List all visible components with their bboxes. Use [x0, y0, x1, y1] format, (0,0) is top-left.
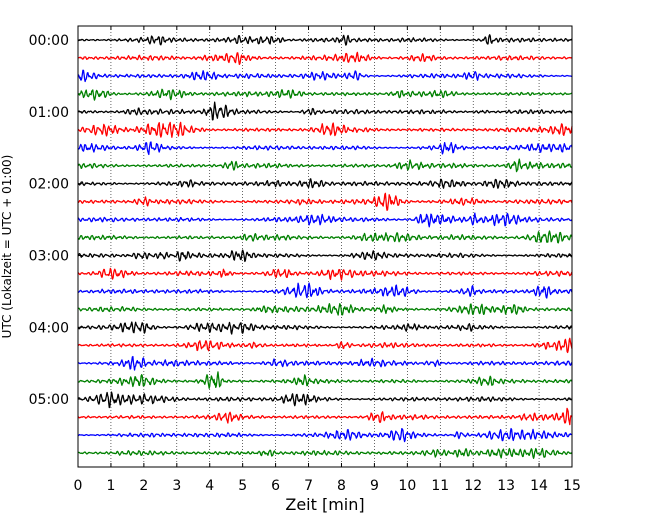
x-axis-label: Zeit [min] [285, 495, 364, 514]
x-tick-label: 2 [139, 478, 148, 494]
trace-line [77, 391, 573, 409]
x-tick-label: 4 [205, 478, 214, 494]
x-tick-label: 3 [172, 478, 181, 494]
trace-line [77, 282, 573, 299]
trace-line [77, 407, 573, 426]
trace-line [77, 192, 573, 211]
trace-line [77, 121, 573, 138]
plot-frame [77, 25, 573, 468]
trace-line [77, 249, 573, 263]
x-tick-label: 6 [271, 478, 280, 494]
y-axis-label: UTC (Lokalzeit = UTC + 01:00) [0, 155, 14, 339]
x-axis: 0 1 2 3 4 5 6 7 8 9 10 11 12 13 14 15 [74, 26, 581, 494]
trace-line [77, 267, 573, 281]
x-tick-label: 12 [464, 478, 482, 494]
x-tick-label: 9 [370, 478, 379, 494]
trace-line [77, 303, 573, 316]
x-tick-label: 13 [497, 478, 515, 494]
trace-line [77, 447, 573, 459]
trace-line [77, 141, 573, 156]
x-tick-label: 1 [106, 478, 115, 494]
x-tick-label: 5 [238, 478, 247, 494]
y-tick-label: 00:00 [29, 33, 69, 49]
trace-line [77, 355, 573, 371]
x-tick-label: 0 [74, 478, 83, 494]
y-tick-label: 03:00 [29, 248, 69, 264]
y-tick-label: 02:00 [29, 177, 69, 193]
y-tick-label: 04:00 [29, 320, 69, 336]
trace-line [77, 371, 573, 389]
trace-layer [77, 34, 573, 459]
trace-line [77, 337, 573, 354]
trace-line [77, 230, 573, 244]
x-tick-label: 15 [563, 478, 581, 494]
x-tick-label: 8 [337, 478, 346, 494]
y-tick-label: 05:00 [29, 392, 69, 408]
trace-line [77, 158, 573, 173]
x-tick-label: 11 [431, 478, 449, 494]
trace-line [77, 427, 573, 443]
trace-line [77, 69, 573, 83]
x-tick-label: 14 [530, 478, 548, 494]
trace-line [77, 51, 573, 66]
trace-line [77, 321, 573, 335]
x-tick-label: 10 [398, 478, 416, 494]
trace-line [77, 212, 573, 228]
trace-line [77, 34, 573, 46]
trace-line [77, 88, 573, 101]
x-tick-label: 7 [304, 478, 313, 494]
y-tick-label: 01:00 [29, 105, 69, 121]
trace-line [77, 101, 573, 121]
y-axis: 00:00 01:00 02:00 03:00 04:00 05:00 [29, 33, 572, 408]
trace-line [77, 178, 573, 189]
